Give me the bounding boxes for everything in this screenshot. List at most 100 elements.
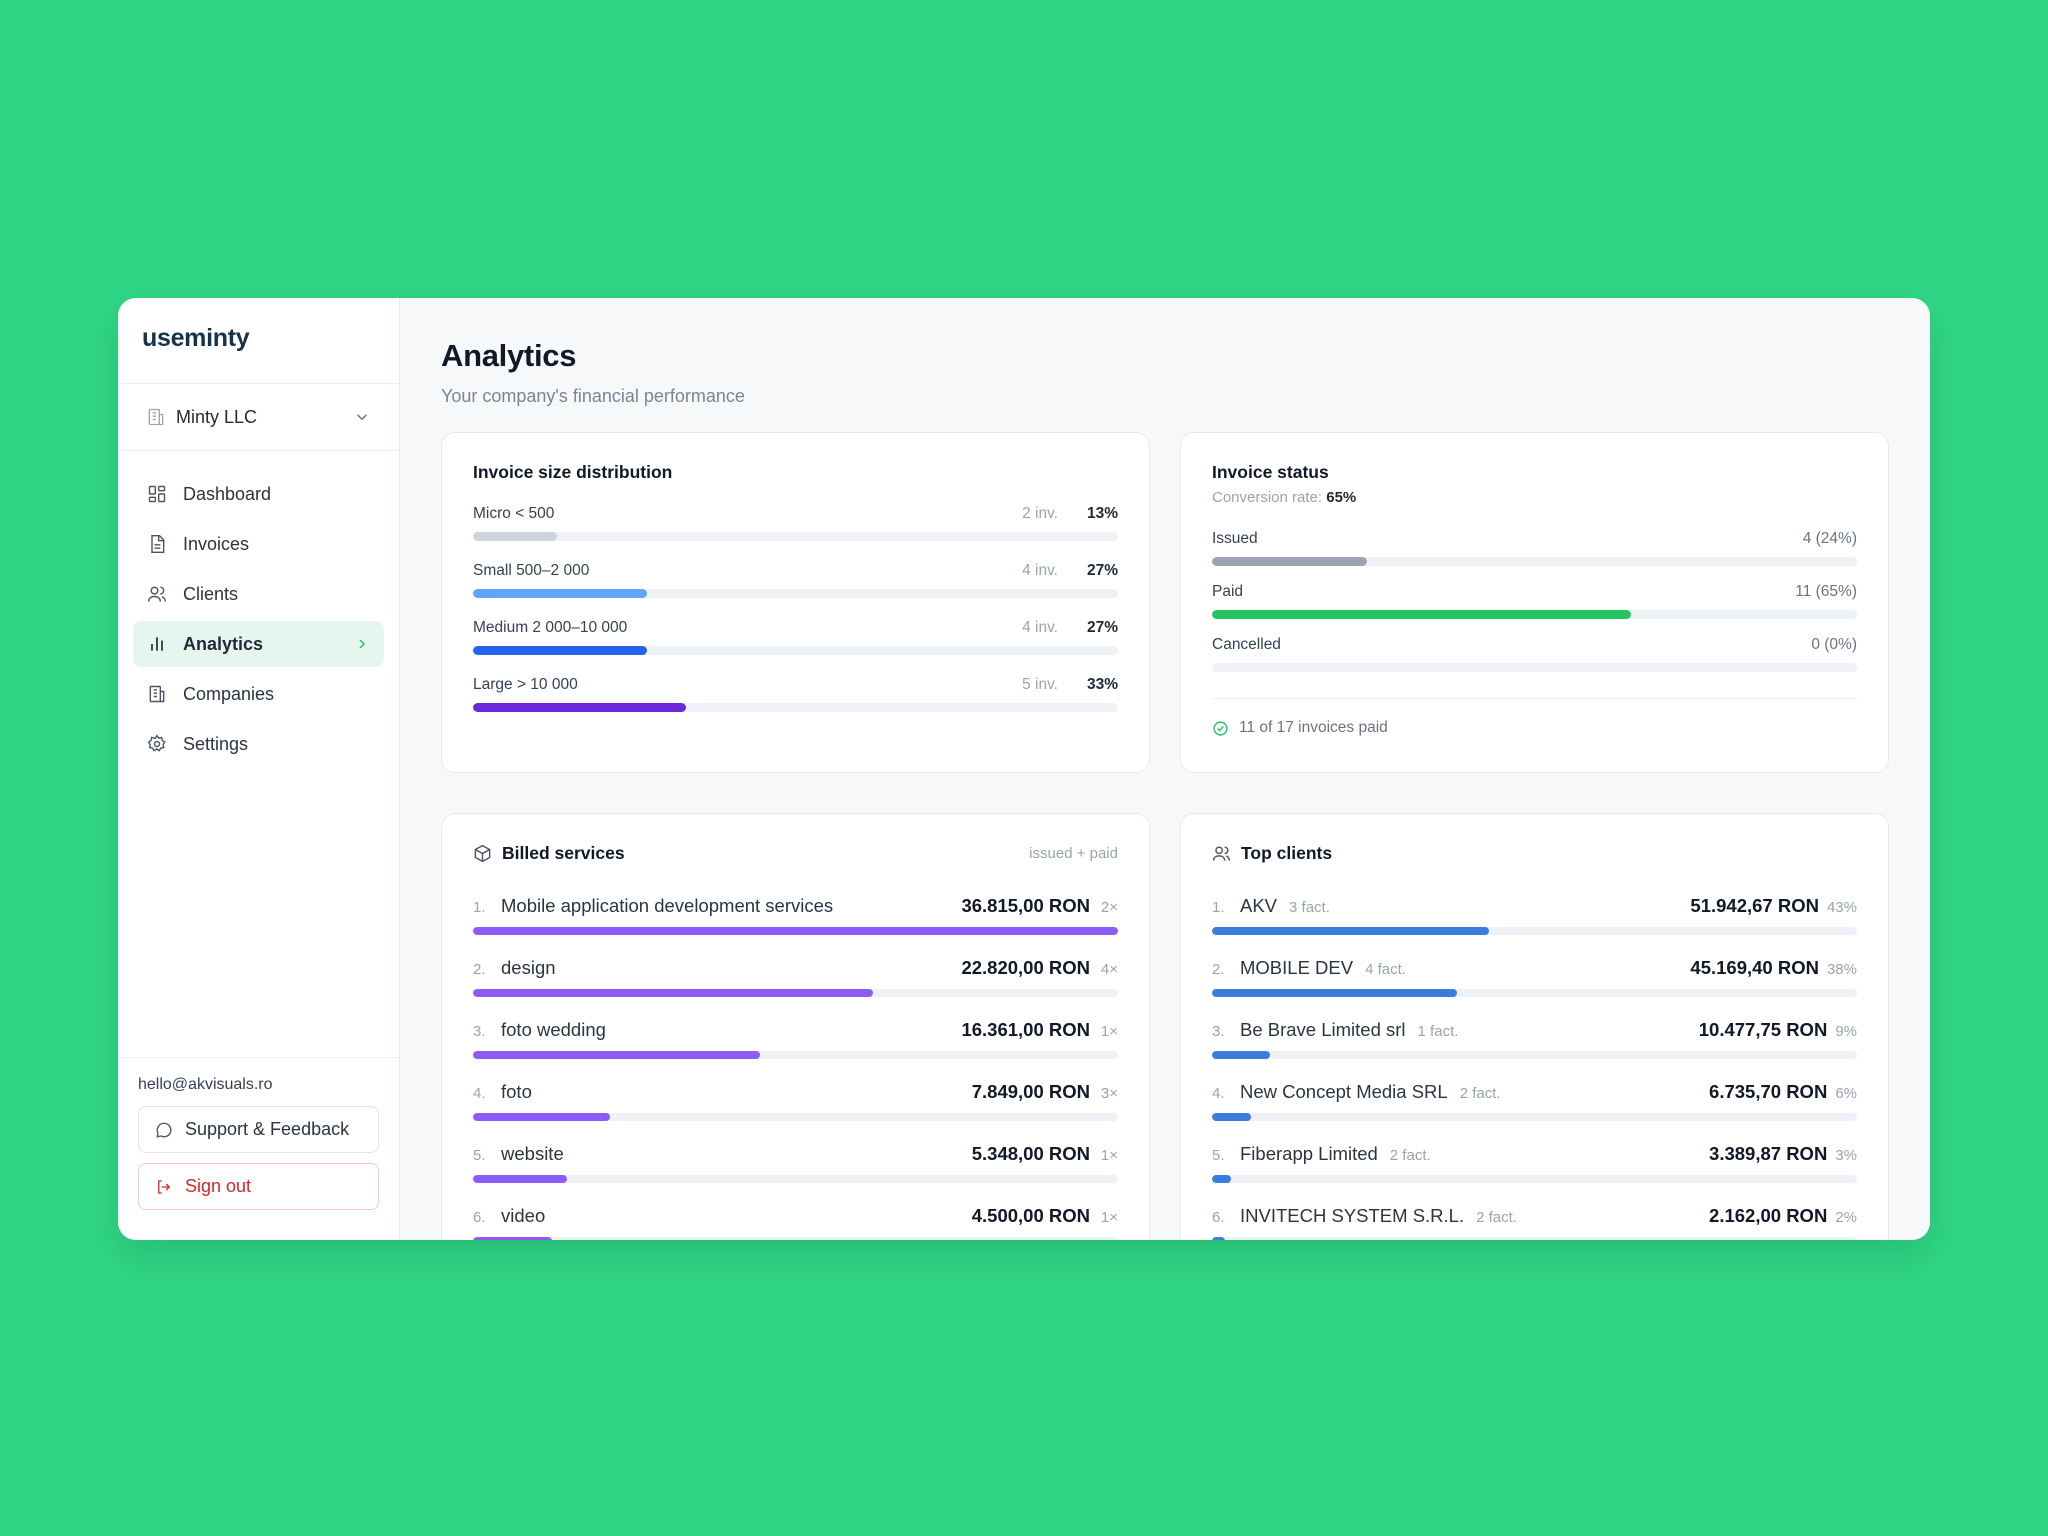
progress-fill: [1212, 610, 1632, 619]
progress-track: [1212, 989, 1857, 997]
client-row[interactable]: 3. Be Brave Limited srl 1 fact. 10.477,75 R…: [1212, 1019, 1857, 1059]
sidebar-item-label: Analytics: [183, 633, 264, 654]
progress-fill: [1212, 557, 1367, 566]
progress-track: [473, 1051, 1118, 1059]
rank: 5.: [1212, 1147, 1225, 1164]
box-icon: [474, 844, 491, 863]
progress-fill: [473, 1113, 611, 1121]
client-row[interactable]: 4. New Concept Media SRL 2 fact. 6.735,70 R…: [1212, 1081, 1857, 1121]
service-row[interactable]: 2. design 22.820,00 RON 4×: [473, 957, 1118, 997]
status-value: 0 (0%): [1811, 636, 1857, 653]
chevron-down-icon: [356, 414, 368, 421]
service-count: 1×: [1100, 1209, 1118, 1226]
row-percent: 33%: [1086, 676, 1118, 693]
progress-track: [1212, 663, 1857, 672]
service-row[interactable]: 5. website 5.348,00 RON 1×: [473, 1143, 1118, 1183]
status-value: 11 (65%): [1795, 583, 1857, 600]
row-count: 4 inv.: [1022, 562, 1058, 579]
row-count: 2 inv.: [1022, 505, 1058, 522]
client-row[interactable]: 1. AKV 3 fact. 51.942,67 RON 43%: [1212, 895, 1857, 935]
rank: 1.: [473, 899, 486, 916]
client-percent: 38%: [1826, 961, 1857, 978]
card-title: Billed services: [502, 843, 625, 863]
row-label: Medium 2 000–10 000: [473, 619, 628, 636]
status-label: Paid: [1212, 583, 1244, 600]
service-amount: 36.815,00 RON: [961, 895, 1090, 916]
progress-track: [1212, 1113, 1857, 1121]
client-name: MOBILE DEV: [1240, 957, 1354, 978]
client-row[interactable]: 5. Fiberapp Limited 2 fact. 3.389,87 RON 3%: [1212, 1143, 1857, 1183]
rank: 3.: [473, 1023, 486, 1040]
service-row[interactable]: 4. foto 7.849,00 RON 3×: [473, 1081, 1118, 1121]
client-amount: 2.162,00 RON: [1709, 1205, 1828, 1226]
distribution-row: Large > 10 000 5 inv. 33%: [473, 676, 1118, 712]
distribution-row: Small 500–2 000 4 inv. 27%: [473, 562, 1118, 598]
client-row[interactable]: 6. INVITECH SYSTEM S.R.L. 2 fact. 2.162,00 …: [1212, 1205, 1857, 1240]
progress-fill: [473, 532, 557, 541]
client-invoices: 1 fact.: [1417, 1023, 1459, 1040]
app-logo[interactable]: useminty: [118, 298, 399, 384]
progress-track: [473, 532, 1118, 541]
progress-fill: [1212, 1237, 1225, 1240]
sidebar-item-settings[interactable]: Settings: [133, 721, 384, 767]
progress-track: [473, 703, 1118, 712]
support-feedback-button[interactable]: Support & Feedback: [138, 1106, 379, 1153]
rank: 2.: [1212, 961, 1225, 978]
status-row: Cancelled 0 (0%): [1212, 636, 1857, 672]
sidebar-item-companies[interactable]: Companies: [133, 671, 384, 717]
row-percent: 13%: [1086, 505, 1118, 522]
service-name: foto wedding: [501, 1019, 606, 1040]
analytics-grid: Invoice size distribution Micro < 500 2 i…: [441, 432, 1889, 1240]
service-count: 4×: [1100, 961, 1118, 978]
chat-icon: [156, 1122, 172, 1138]
service-name: video: [501, 1205, 546, 1226]
progress-track: [473, 927, 1118, 935]
top-clients-card: Top clients 1. AKV 3 fact. 51.942,67 RON 43%…: [1180, 813, 1889, 1240]
client-invoices: 4 fact.: [1365, 961, 1406, 978]
client-invoices: 2 fact.: [1389, 1147, 1431, 1164]
rank: 3.: [1212, 1023, 1225, 1040]
rank: 1.: [1212, 899, 1225, 916]
sign-out-button[interactable]: Sign out: [138, 1163, 379, 1210]
company-name: Minty LLC: [176, 406, 258, 427]
progress-track: [473, 989, 1118, 997]
rank: 2.: [473, 961, 486, 978]
dashboard-icon: [148, 485, 166, 503]
sign-out-label: Sign out: [185, 1176, 252, 1196]
progress-track: [473, 1237, 1118, 1240]
progress-fill: [473, 1237, 552, 1240]
progress-fill: [1212, 1113, 1251, 1121]
client-name: INVITECH SYSTEM S.R.L.: [1240, 1205, 1465, 1226]
service-row[interactable]: 3. foto wedding 16.361,00 RON 1×: [473, 1019, 1118, 1059]
progress-fill: [473, 927, 1118, 935]
rank: 4.: [1212, 1085, 1225, 1102]
progress-track: [473, 1113, 1118, 1121]
service-name: foto: [501, 1081, 532, 1102]
progress-fill: [473, 703, 686, 712]
service-count: 3×: [1100, 1085, 1118, 1102]
client-percent: 9%: [1835, 1023, 1857, 1040]
sidebar-item-invoices[interactable]: Invoices: [133, 521, 384, 567]
user-email: hello@akvisuals.ro: [138, 1076, 273, 1093]
sidebar-item-analytics[interactable]: Analytics: [133, 621, 384, 667]
sidebar: useminty Minty LLC Dashboard Invoices Cl…: [118, 298, 400, 1240]
sidebar-item-dashboard[interactable]: Dashboard: [133, 471, 384, 517]
client-row[interactable]: 2. MOBILE DEV 4 fact. 45.169,40 RON 38%: [1212, 957, 1857, 997]
sidebar-footer: hello@akvisuals.ro Support & Feedback Si…: [118, 1057, 399, 1240]
users-icon: [147, 586, 167, 602]
client-amount: 45.169,40 RON: [1690, 957, 1819, 978]
card-title: Top clients: [1241, 843, 1333, 863]
service-row[interactable]: 6. video 4.500,00 RON 1×: [473, 1205, 1118, 1240]
client-percent: 2%: [1835, 1209, 1857, 1226]
client-name: New Concept Media SRL: [1240, 1081, 1448, 1102]
service-row[interactable]: 1. Mobile application development service…: [473, 895, 1118, 935]
service-count: 2×: [1100, 899, 1118, 916]
service-name: Mobile application development services: [501, 895, 834, 916]
page-subtitle: Your company's financial performance: [441, 386, 745, 406]
progress-track: [1212, 1175, 1857, 1183]
main-content: Analytics Your company's financial perfo…: [400, 298, 1930, 1240]
company-selector[interactable]: Minty LLC: [118, 384, 399, 451]
logout-icon: [158, 1179, 171, 1194]
client-name: Be Brave Limited srl: [1240, 1019, 1406, 1040]
sidebar-item-clients[interactable]: Clients: [133, 571, 384, 617]
